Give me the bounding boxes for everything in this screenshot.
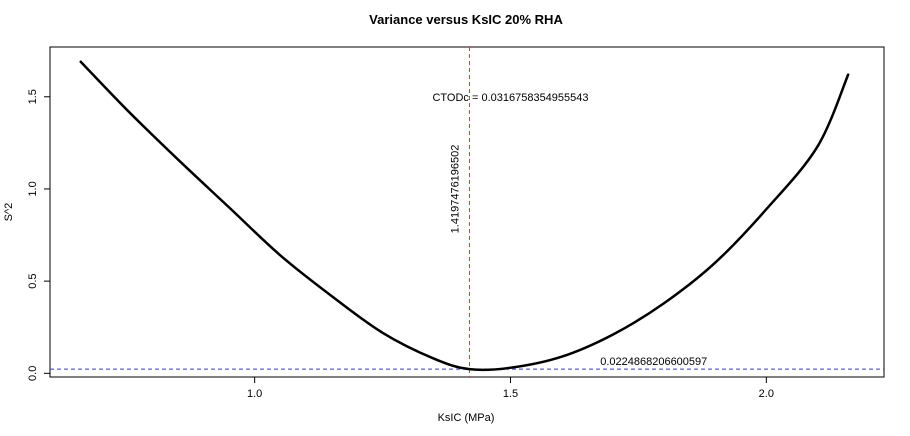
chart-title: Variance versus KsIC 20% RHA [369,12,563,27]
annotation-layer: CTODc = 0.0316758354955543 1.419747619650… [432,92,707,368]
y-tick-label: 1.0 [27,181,39,196]
vline-value-label: 1.4197476196502 [449,145,461,234]
y-tick-label: 0.5 [27,273,39,288]
y-tick-label: 0.0 [27,366,39,381]
ctodc-annotation: CTODc = 0.0316758354955543 [432,92,588,104]
hline-value-label: 0.0224868206600597 [600,356,707,368]
x-axis-label: KsIC (MPa) [438,412,495,424]
y-axis: 0.0 0.5 1.0 1.5 [27,89,51,381]
y-tick-label: 1.5 [27,89,39,104]
x-tick-label: 2.0 [759,388,774,400]
x-axis: 1.0 1.5 2.0 [247,376,774,400]
x-tick-label: 1.5 [503,388,518,400]
y-axis-label: S^2 [3,203,15,222]
series-line [79,60,850,372]
x-tick-label: 1.0 [247,388,262,400]
series-layer [79,60,850,372]
